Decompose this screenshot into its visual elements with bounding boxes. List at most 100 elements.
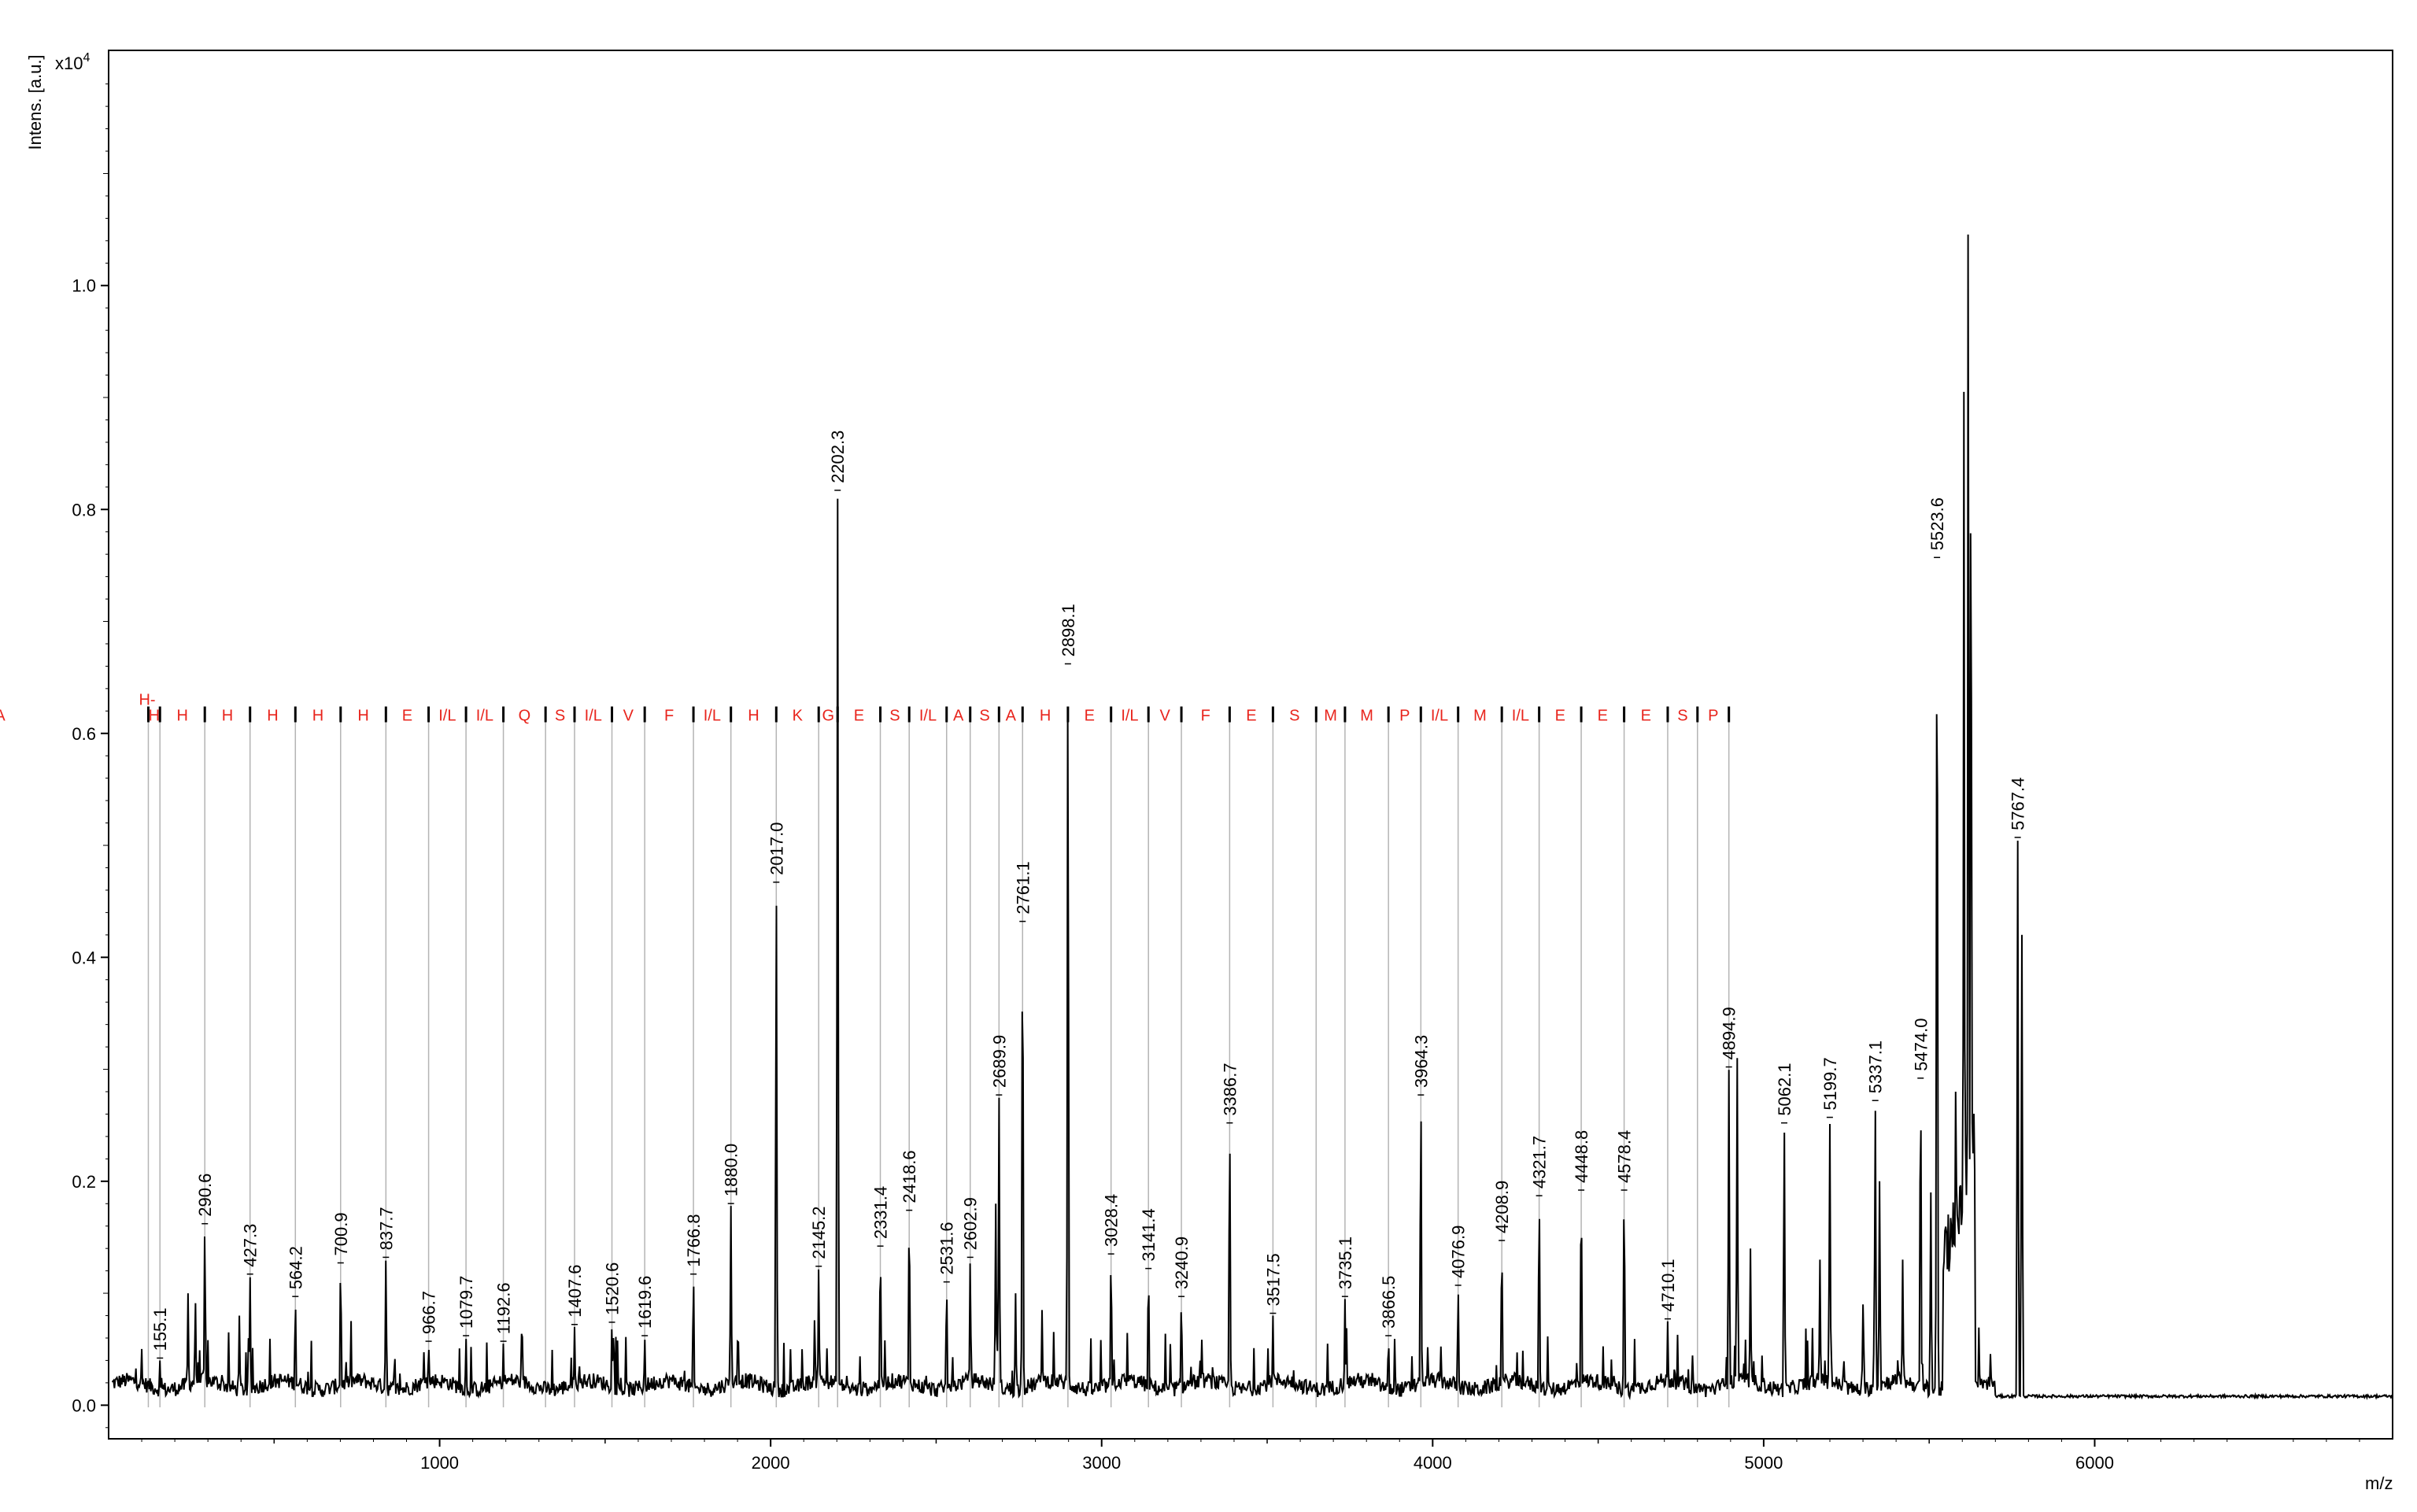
peak-label: 5199.7: [1820, 1057, 1840, 1110]
peak-labels: 155.1 290.6 427.3 564.2 700.9 837.7 966.7 1079.…: [150, 431, 2028, 1359]
sequence-residue-label: P: [1399, 708, 1410, 725]
sequence-residue-label: K: [793, 708, 804, 725]
sequence-residue-label: H: [176, 708, 187, 725]
plot-frame: [108, 50, 2393, 1440]
peak-label: 2761.1: [1013, 861, 1033, 914]
peak-label: 5337.1: [1866, 1041, 1886, 1093]
peak-label: 4076.9: [1449, 1225, 1469, 1278]
peak-label: 427.3: [241, 1224, 261, 1267]
peak-label: 1407.6: [565, 1264, 585, 1317]
y-tick-label: 1.0: [72, 276, 96, 296]
peak-label: 564.2: [286, 1246, 305, 1289]
y-tick-label: 0.6: [72, 724, 96, 744]
sequence-residue-label: A: [953, 708, 964, 725]
peak-label: 5523.6: [1927, 497, 1947, 550]
sequence-residue-label: I/L: [704, 708, 721, 725]
peak-label: 2689.9: [989, 1035, 1009, 1088]
sequence-residue-label: I/L: [1512, 708, 1529, 725]
sequence-residue-label: V: [1159, 708, 1170, 725]
sequence-residue-label: H: [357, 708, 368, 725]
x-tick-label: 6000: [2075, 1453, 2114, 1473]
sequence-residue-label: I/L: [438, 708, 456, 725]
sequence-residue-label: H: [222, 708, 233, 725]
sequence-residue-label: M: [1324, 708, 1337, 725]
y-axis-label: Intens. [a.u.]: [25, 54, 45, 150]
sequence-residue-label: S: [1289, 708, 1299, 725]
sequence-residue-label: A: [1006, 708, 1017, 725]
peak-label: 5767.4: [2009, 778, 2028, 830]
peak-label: 290.6: [195, 1174, 215, 1217]
x-tick-label: 3000: [1082, 1453, 1121, 1473]
sequence-annotation: H H H H H H E I/L I/L Q S I/L V F I/L H K G E S I/L A S A H E I/L V…: [0, 692, 1731, 725]
sequence-residue-label: I/L: [585, 708, 602, 725]
peak-label: 4710.1: [1658, 1259, 1678, 1311]
peak-label: 1079.7: [456, 1276, 476, 1329]
sequence-residue-label: F: [664, 708, 674, 725]
peak-label: 155.1: [150, 1307, 170, 1351]
sequence-residue-label: H: [312, 708, 323, 725]
sequence-residue-label: E: [402, 708, 412, 725]
sequence-residue-label: I/L: [919, 708, 937, 725]
y-axis-multiplier: x104: [55, 51, 90, 73]
peak-label: 1880.0: [722, 1144, 741, 1196]
spectrum-trace: [112, 234, 2393, 1401]
x-tick-label: 2000: [752, 1453, 790, 1473]
y-tick-label: 0.0: [72, 1396, 96, 1415]
sequence-residue-label: E: [1085, 708, 1095, 725]
sequence-residue-label: E: [854, 708, 864, 725]
sequence-residue-label: E: [1598, 708, 1608, 725]
sequence-residue-label: S: [889, 708, 900, 725]
sequence-residue-label: F: [1201, 708, 1210, 725]
peak-label: 4208.9: [1492, 1181, 1512, 1233]
x-tick-label: 5000: [1744, 1453, 1783, 1473]
peak-label: 2202.3: [828, 431, 848, 483]
peak-label: 3386.7: [1220, 1063, 1240, 1115]
peak-label: 1766.8: [684, 1214, 704, 1266]
peak-label: 2418.6: [900, 1150, 919, 1203]
peak-label: 966.7: [419, 1291, 439, 1334]
x-tick-label: 4000: [1414, 1453, 1452, 1473]
y-tick-label: 0.2: [72, 1172, 96, 1192]
sequence-residue-label: V: [623, 708, 634, 725]
peak-label: 2898.1: [1059, 604, 1078, 656]
peak-label: 2331.4: [871, 1186, 891, 1239]
sequence-residue-label: A: [0, 708, 6, 725]
peak-label: 4578.4: [1615, 1130, 1635, 1183]
sequence-residue-label: M: [1473, 708, 1487, 725]
peak-label: 3964.3: [1411, 1035, 1431, 1088]
y-tick-label: 0.8: [72, 500, 96, 519]
peak-label: 2531.6: [937, 1222, 957, 1274]
peak-label: 4448.8: [1572, 1130, 1591, 1183]
peak-label: 3028.4: [1102, 1194, 1122, 1247]
sequence-residue-label: I/L: [1121, 708, 1138, 725]
sequence-residue-label: H: [267, 708, 278, 725]
peak-label: 2145.2: [809, 1206, 829, 1259]
y-axis-multiplier-exponent: 4: [83, 51, 90, 65]
peak-label: 4894.9: [1720, 1007, 1739, 1059]
sequence-residue-label: P: [1708, 708, 1718, 725]
peak-label: 5062.1: [1775, 1063, 1794, 1115]
peak-label: 4321.7: [1530, 1136, 1550, 1189]
sequence-residue-label: E: [1555, 708, 1565, 725]
peak-label: 2017.0: [767, 823, 786, 875]
sequence-residue-label: H: [748, 708, 759, 725]
peak-label: 3240.9: [1172, 1237, 1192, 1289]
x-axis-label: m/z: [2365, 1473, 2393, 1493]
sequence-residue-label: S: [555, 708, 565, 725]
peak-label: 3866.5: [1379, 1276, 1399, 1329]
peak-label: 1520.6: [603, 1262, 623, 1315]
y-tick-label: 0.4: [72, 948, 96, 967]
peak-label: 700.9: [331, 1212, 351, 1255]
peak-label: 3141.4: [1139, 1208, 1159, 1261]
sequence-residue-label: S: [1677, 708, 1687, 725]
sequence-residue-label: E: [1246, 708, 1256, 725]
peak-label: 1192.6: [494, 1282, 514, 1334]
spectrum-line: [112, 234, 2393, 1401]
sequence-start-label: H-: [139, 692, 155, 709]
peak-label: 1619.6: [635, 1276, 655, 1329]
peak-label: 5474.0: [1911, 1018, 1931, 1070]
y-axis-multiplier-base: x10: [55, 54, 83, 73]
sequence-residue-label: E: [1641, 708, 1651, 725]
